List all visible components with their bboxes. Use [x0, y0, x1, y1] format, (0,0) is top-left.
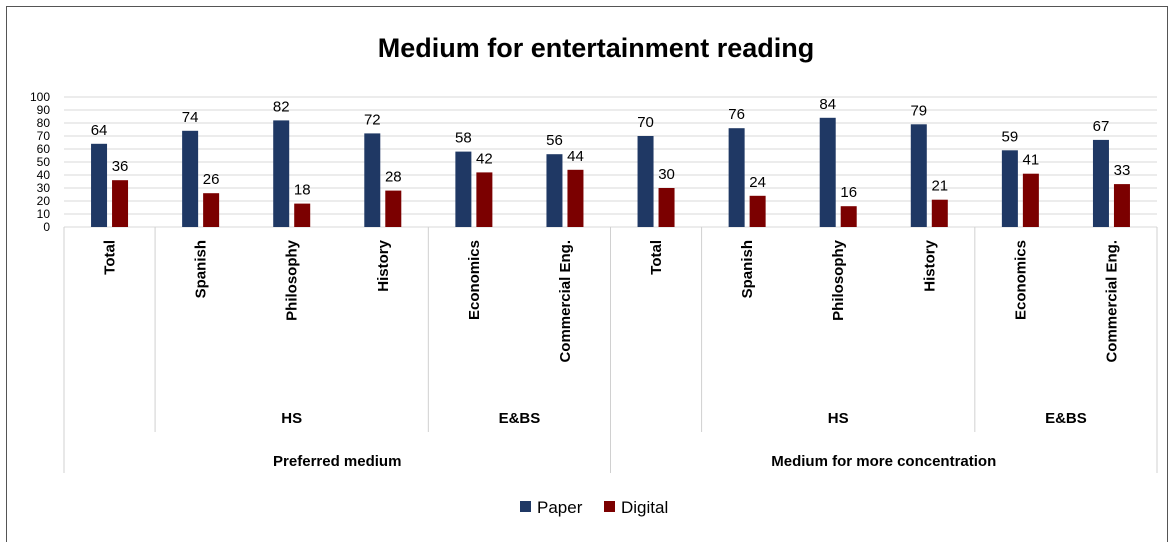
legend-label-digital: Digital: [621, 498, 668, 517]
bar-paper: [1001, 150, 1018, 227]
bar-digital: [203, 193, 220, 227]
bar-paper: [91, 143, 108, 227]
data-label-digital: 36: [112, 158, 129, 175]
data-label-paper: 58: [455, 130, 472, 147]
bar-digital: [476, 172, 493, 227]
legend: Paper Digital: [520, 498, 668, 517]
bar-digital: [931, 199, 948, 227]
data-label-paper: 72: [364, 111, 381, 128]
category-label: Philosophy: [284, 239, 301, 320]
category-label: History: [375, 239, 392, 291]
data-label-paper: 84: [819, 96, 836, 113]
category-label: Philosophy: [830, 239, 847, 320]
y-tick-label: 30: [37, 181, 51, 195]
data-label-digital: 42: [476, 150, 493, 167]
data-label-digital: 16: [840, 184, 857, 201]
data-label-digital: 21: [931, 178, 948, 195]
data-label-paper: 79: [910, 102, 927, 119]
bar-paper: [273, 120, 290, 227]
data-label-digital: 26: [203, 171, 220, 188]
bar-paper: [1092, 139, 1109, 227]
category-label: Total: [648, 240, 665, 275]
bar-paper: [819, 117, 836, 227]
data-label-paper: 70: [637, 114, 654, 131]
data-label-digital: 41: [1023, 152, 1040, 169]
data-label-paper: 82: [273, 98, 290, 115]
y-tick-label: 0: [43, 220, 50, 234]
bar-paper: [910, 124, 927, 227]
category-label: Spanish: [739, 240, 756, 298]
y-tick-label: 20: [37, 194, 51, 208]
bar-digital: [385, 190, 402, 227]
y-tick-label: 50: [37, 155, 51, 169]
y-tick-label: 100: [30, 90, 50, 104]
bar-digital: [112, 180, 129, 227]
category-label: Commercial Eng.: [1103, 240, 1120, 363]
data-label-paper: 67: [1093, 118, 1110, 135]
y-tick-label: 10: [37, 207, 51, 221]
bar-digital: [567, 169, 584, 227]
data-label-digital: 30: [658, 166, 675, 183]
bar-paper: [182, 130, 199, 227]
data-label-digital: 44: [567, 148, 584, 165]
bar-paper: [455, 151, 472, 227]
chart-title: Medium for entertainment reading: [378, 33, 815, 63]
legend-swatch-digital: [604, 501, 615, 512]
data-label-paper: 64: [91, 122, 108, 139]
group-label: HS: [281, 410, 302, 427]
data-label-paper: 59: [1002, 128, 1019, 145]
bar-digital: [1022, 173, 1039, 227]
bar-digital: [749, 195, 766, 227]
category-label: Economics: [466, 240, 483, 320]
category-label: Spanish: [193, 240, 210, 298]
data-label-digital: 24: [749, 174, 766, 191]
data-label-digital: 18: [294, 182, 311, 199]
bar-digital: [840, 206, 857, 227]
bar-digital: [294, 203, 311, 227]
legend-label-paper: Paper: [537, 498, 583, 517]
legend-swatch-paper: [520, 501, 531, 512]
group-label: E&BS: [499, 410, 541, 427]
category-axis: Total Spanish Philosophy History Economics Co…: [63, 227, 1158, 473]
data-label-digital: 33: [1114, 162, 1131, 179]
section-label: Preferred medium: [273, 453, 401, 470]
section-label: Medium for more concentration: [771, 453, 996, 470]
y-tick-label: 40: [37, 168, 51, 182]
y-tick-label: 70: [37, 129, 51, 143]
data-label-digital: 28: [385, 169, 402, 186]
category-label: Total: [102, 240, 119, 275]
bar-digital: [1113, 184, 1130, 227]
y-tick-label: 80: [37, 116, 51, 130]
data-label-paper: 76: [728, 106, 745, 123]
gridlines: [64, 96, 1157, 228]
bar-paper: [637, 136, 654, 227]
bars: [91, 117, 1130, 227]
bar-paper: [546, 154, 563, 227]
data-label-paper: 56: [546, 132, 563, 149]
category-label: History: [921, 239, 938, 291]
y-tick-label: 90: [37, 103, 51, 117]
y-tick-label: 60: [37, 142, 51, 156]
category-label: Economics: [1012, 240, 1029, 320]
data-label-paper: 74: [182, 109, 199, 126]
bar-paper: [364, 133, 381, 227]
category-label: Commercial Eng.: [557, 240, 574, 363]
bar-paper: [728, 128, 745, 227]
group-label: HS: [828, 410, 849, 427]
group-label: E&BS: [1045, 410, 1087, 427]
bar-digital: [658, 188, 675, 227]
